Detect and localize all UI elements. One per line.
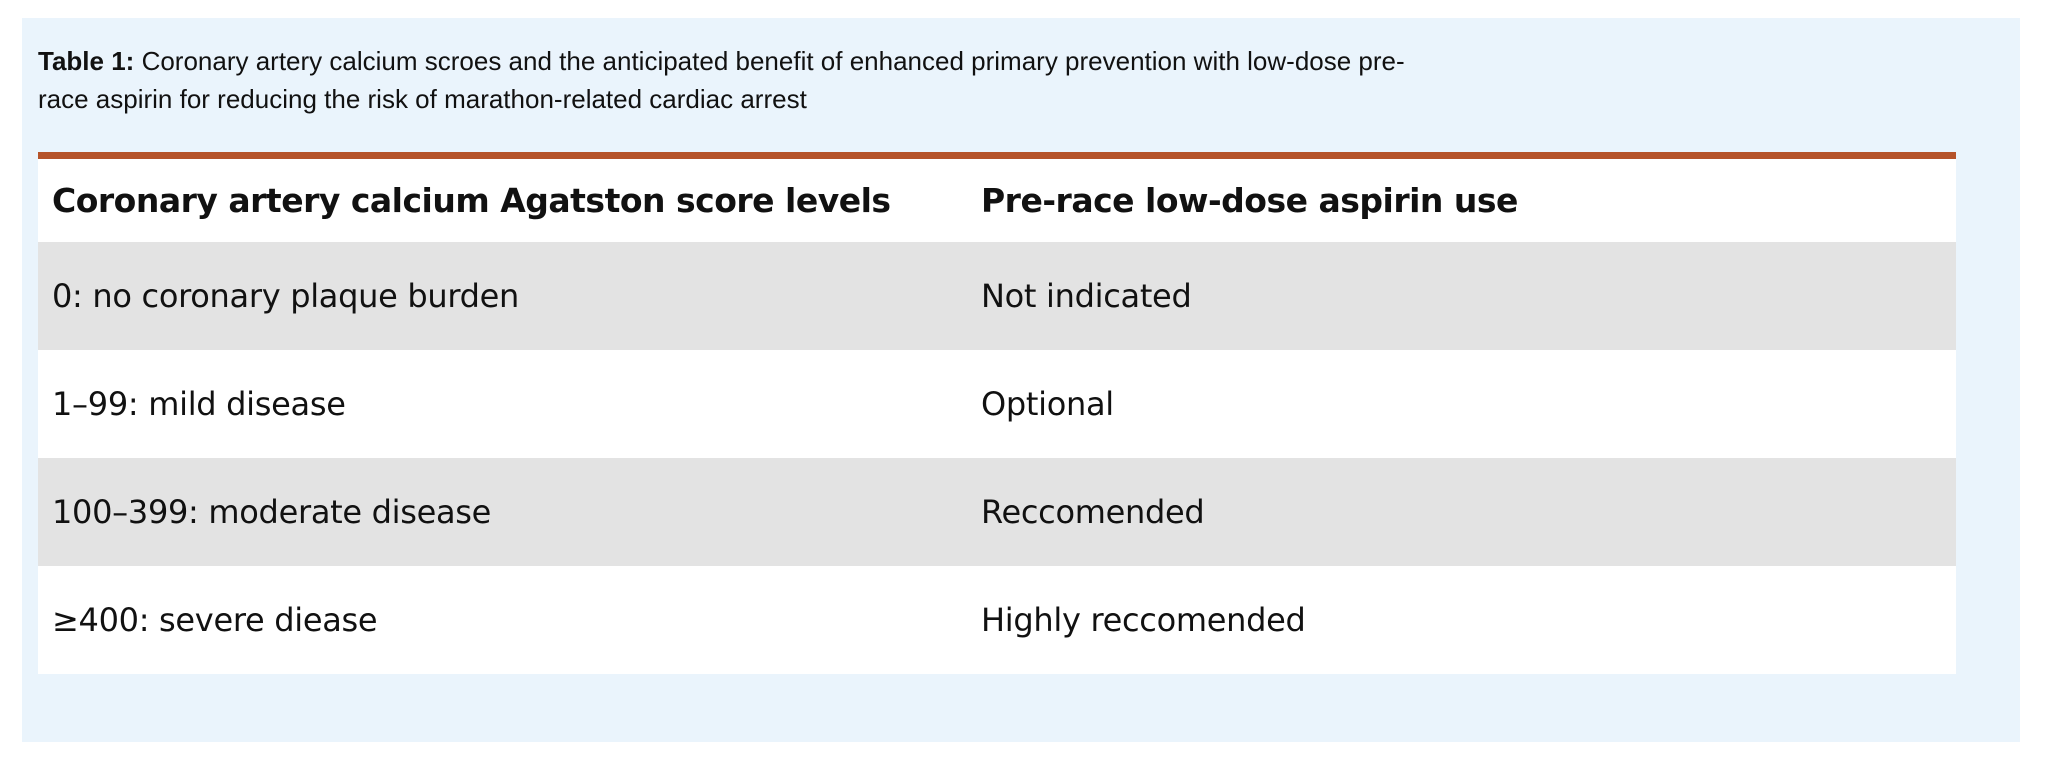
table-row: 1–99: mild disease Optional — [38, 350, 1956, 458]
table-row: 100–399: moderate disease Reccomended — [38, 458, 1956, 566]
score-level-cell: 1–99: mild disease — [52, 385, 346, 423]
caption-label: Table 1: — [38, 46, 135, 76]
column-header-score: Coronary artery calcium Agatston score l… — [52, 181, 891, 220]
aspirin-table: Coronary artery calcium Agatston score l… — [38, 159, 1956, 674]
caption-text: Coronary artery calcium scroes and the a… — [38, 46, 1405, 114]
aspirin-use-cell: Reccomended — [967, 458, 1956, 566]
score-level-cell: 0: no coronary plaque burden — [38, 242, 967, 350]
score-level-cell: 100–399: moderate disease — [38, 458, 967, 566]
score-level-cell: ≥400: severe diease — [52, 601, 378, 639]
table-row: 0: no coronary plaque burden Not indicat… — [38, 242, 1956, 350]
table-header-row: Coronary artery calcium Agatston score l… — [38, 159, 1956, 242]
table-caption: Table 1: Coronary artery calcium scroes … — [38, 42, 1438, 118]
table-row: ≥400: severe diease Highly reccomended — [38, 566, 1956, 674]
aspirin-use-cell: Not indicated — [967, 242, 1956, 350]
column-header-aspirin: Pre-race low-dose aspirin use — [981, 181, 1518, 220]
table-container: Coronary artery calcium Agatston score l… — [38, 152, 1956, 674]
aspirin-use-cell: Highly reccomended — [981, 601, 1306, 639]
aspirin-use-cell: Optional — [981, 385, 1114, 423]
